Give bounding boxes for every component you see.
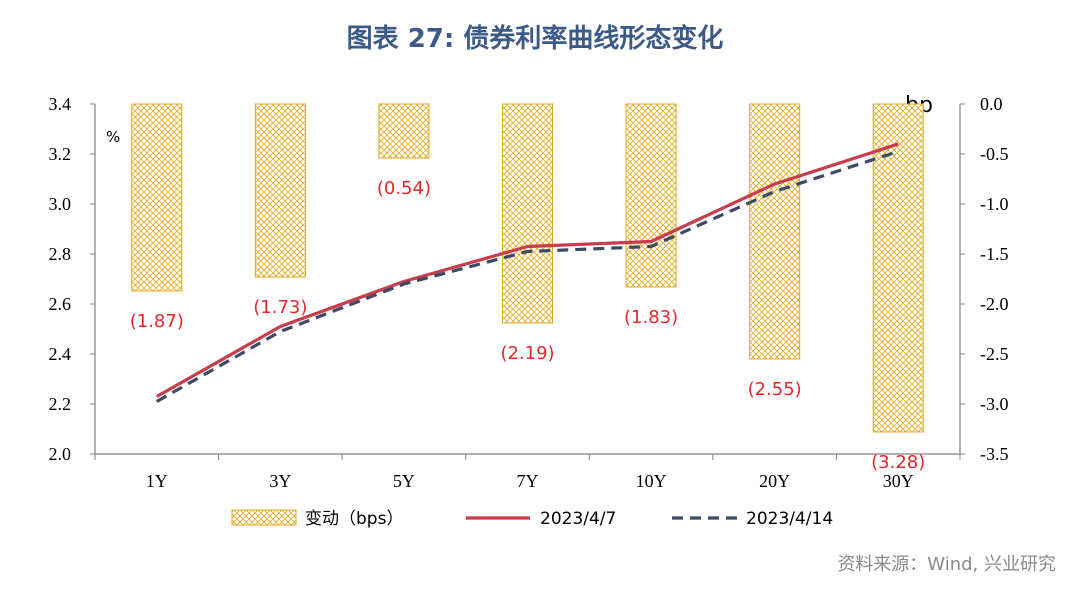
bar: [131, 103, 183, 292]
legend-label-series-2: 2023/4/14: [746, 509, 833, 529]
left-axis-unit: %: [106, 128, 120, 146]
x-axis-tick-label: 10Y: [636, 471, 667, 491]
bar-data-label: (0.54): [377, 178, 431, 199]
left-axis-tick-label: 3.2: [49, 144, 72, 164]
left-axis-tick-label: 2.6: [49, 294, 72, 314]
legend-swatch-bars: [231, 509, 297, 526]
right-axis-tick-label: -3.0: [980, 394, 1009, 414]
right-axis-tick-label: -2.0: [980, 294, 1009, 314]
right-axis-tick-label: 0.0: [980, 94, 1003, 114]
x-axis-tick-label: 1Y: [146, 471, 168, 491]
right-axis-tick-label: -2.5: [980, 344, 1009, 364]
right-axis-tick-label: -3.5: [980, 444, 1009, 464]
left-axis-tick-label: 2.4: [49, 344, 72, 364]
bar-data-label: (2.19): [500, 343, 554, 364]
series-line-1: [155, 142, 899, 398]
bar: [502, 103, 553, 324]
left-axis-tick-label: 2.8: [49, 244, 72, 264]
left-axis-tick-label: 3.4: [49, 94, 72, 114]
bar-data-label: (1.73): [253, 297, 307, 318]
bar: [872, 103, 924, 433]
left-axis-tick-label: 2.0: [49, 444, 72, 464]
x-axis-tick-label: 3Y: [269, 471, 291, 491]
right-axis-tick-label: -1.0: [980, 194, 1009, 214]
bar: [254, 103, 306, 278]
right-axis-tick-label: -0.5: [980, 144, 1009, 164]
left-axis-tick-label: 3.0: [49, 194, 72, 214]
bar-data-label: (1.87): [130, 311, 184, 332]
legend-label-series-1: 2023/4/7: [540, 509, 616, 529]
x-axis-tick-label: 5Y: [393, 471, 415, 491]
left-axis-tick-label: 2.2: [49, 394, 72, 414]
right-axis-tick-label: -1.5: [980, 244, 1009, 264]
series-line-2: [155, 149, 899, 403]
bar-data-label: (3.28): [871, 452, 925, 473]
x-axis-tick-label: 7Y: [517, 471, 539, 491]
source-note: 资料来源：Wind, 兴业研究: [837, 554, 1056, 575]
x-axis-tick-label: 30Y: [883, 471, 914, 491]
bar: [378, 103, 430, 159]
legend-label-bars: 变动（bps）: [305, 509, 403, 529]
x-axis-tick-label: 20Y: [759, 471, 790, 491]
bar: [749, 103, 801, 360]
chart-title: 图表 27: 债券利率曲线形态变化: [346, 24, 724, 54]
bar-data-label: (2.55): [748, 379, 802, 400]
bar-data-label: (1.83): [624, 307, 678, 328]
bar: [625, 103, 677, 288]
